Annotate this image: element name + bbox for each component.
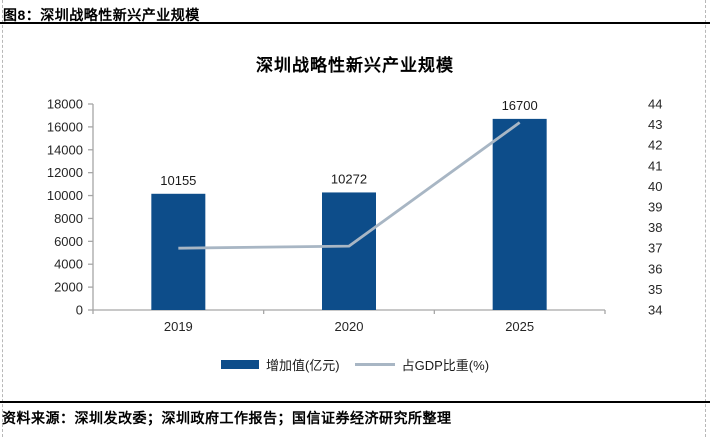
- legend-bar-label: 增加值(亿元): [265, 358, 340, 373]
- bar-2025: [492, 118, 547, 310]
- right-dashed-boundary: [705, 0, 706, 437]
- right-axis-tick-label: 44: [648, 97, 662, 112]
- legend-bar-swatch: [220, 360, 259, 369]
- left-axis-tick-label: 4000: [54, 257, 83, 272]
- right-axis-tick-label: 37: [648, 241, 662, 256]
- left-axis-tick-label: 12000: [47, 165, 83, 180]
- right-axis-tick-label: 43: [648, 117, 662, 132]
- left-axis-tick-label: 0: [76, 303, 83, 318]
- left-axis-tick-label: 8000: [54, 211, 83, 226]
- figure-label: 图8：深圳战略性新兴产业规模: [3, 7, 200, 23]
- right-axis-tick-label: 34: [648, 303, 662, 318]
- chart-title: 深圳战略性新兴产业规模: [256, 56, 454, 75]
- x-axis-label-2025: 2025: [505, 319, 534, 334]
- right-axis-tick-label: 40: [648, 179, 662, 194]
- bar-2019: [151, 193, 206, 310]
- left-axis-tick-label: 16000: [47, 119, 83, 134]
- left-axis-tick-label: 6000: [54, 234, 83, 249]
- left-axis-tick-label: 2000: [54, 280, 83, 295]
- left-dashed-boundary: [2, 0, 3, 437]
- right-axis-tick-label: 42: [648, 138, 662, 153]
- right-axis-tick-label: 39: [648, 200, 662, 215]
- figure-header: 图8：深圳战略性新兴产业规模: [0, 0, 710, 24]
- right-axis-tick-label: 35: [648, 282, 662, 297]
- right-axis-tick-label: 38: [648, 220, 662, 235]
- gdp-share-line: [178, 121, 521, 250]
- left-axis-tick-label: 18000: [47, 97, 83, 112]
- legend-line-label: 占GDP比重(%): [401, 358, 490, 373]
- bar-value-label-2025: 16700: [502, 98, 538, 113]
- source-note: 资料来源：深圳发改委；深圳政府工作报告；国信证券经济研究所整理: [2, 410, 452, 426]
- figure-footer: 资料来源：深圳发改委；深圳政府工作报告；国信证券经济研究所整理: [0, 401, 710, 428]
- x-axis-label-2020: 2020: [335, 319, 364, 334]
- bar-2020: [322, 192, 376, 310]
- chart-legend: 增加值(亿元) 占GDP比重(%): [0, 355, 710, 374]
- bar-value-label-2019: 10155: [160, 173, 196, 188]
- right-axis-tick-label: 36: [648, 261, 662, 276]
- right-axis-tick-label: 41: [648, 158, 662, 173]
- legend-line-swatch: [354, 363, 395, 366]
- left-axis-tick-label: 14000: [47, 142, 83, 157]
- x-axis-label-2019: 2019: [164, 319, 193, 334]
- bar-value-label-2020: 10272: [331, 171, 367, 186]
- left-axis-tick-label: 10000: [47, 188, 83, 203]
